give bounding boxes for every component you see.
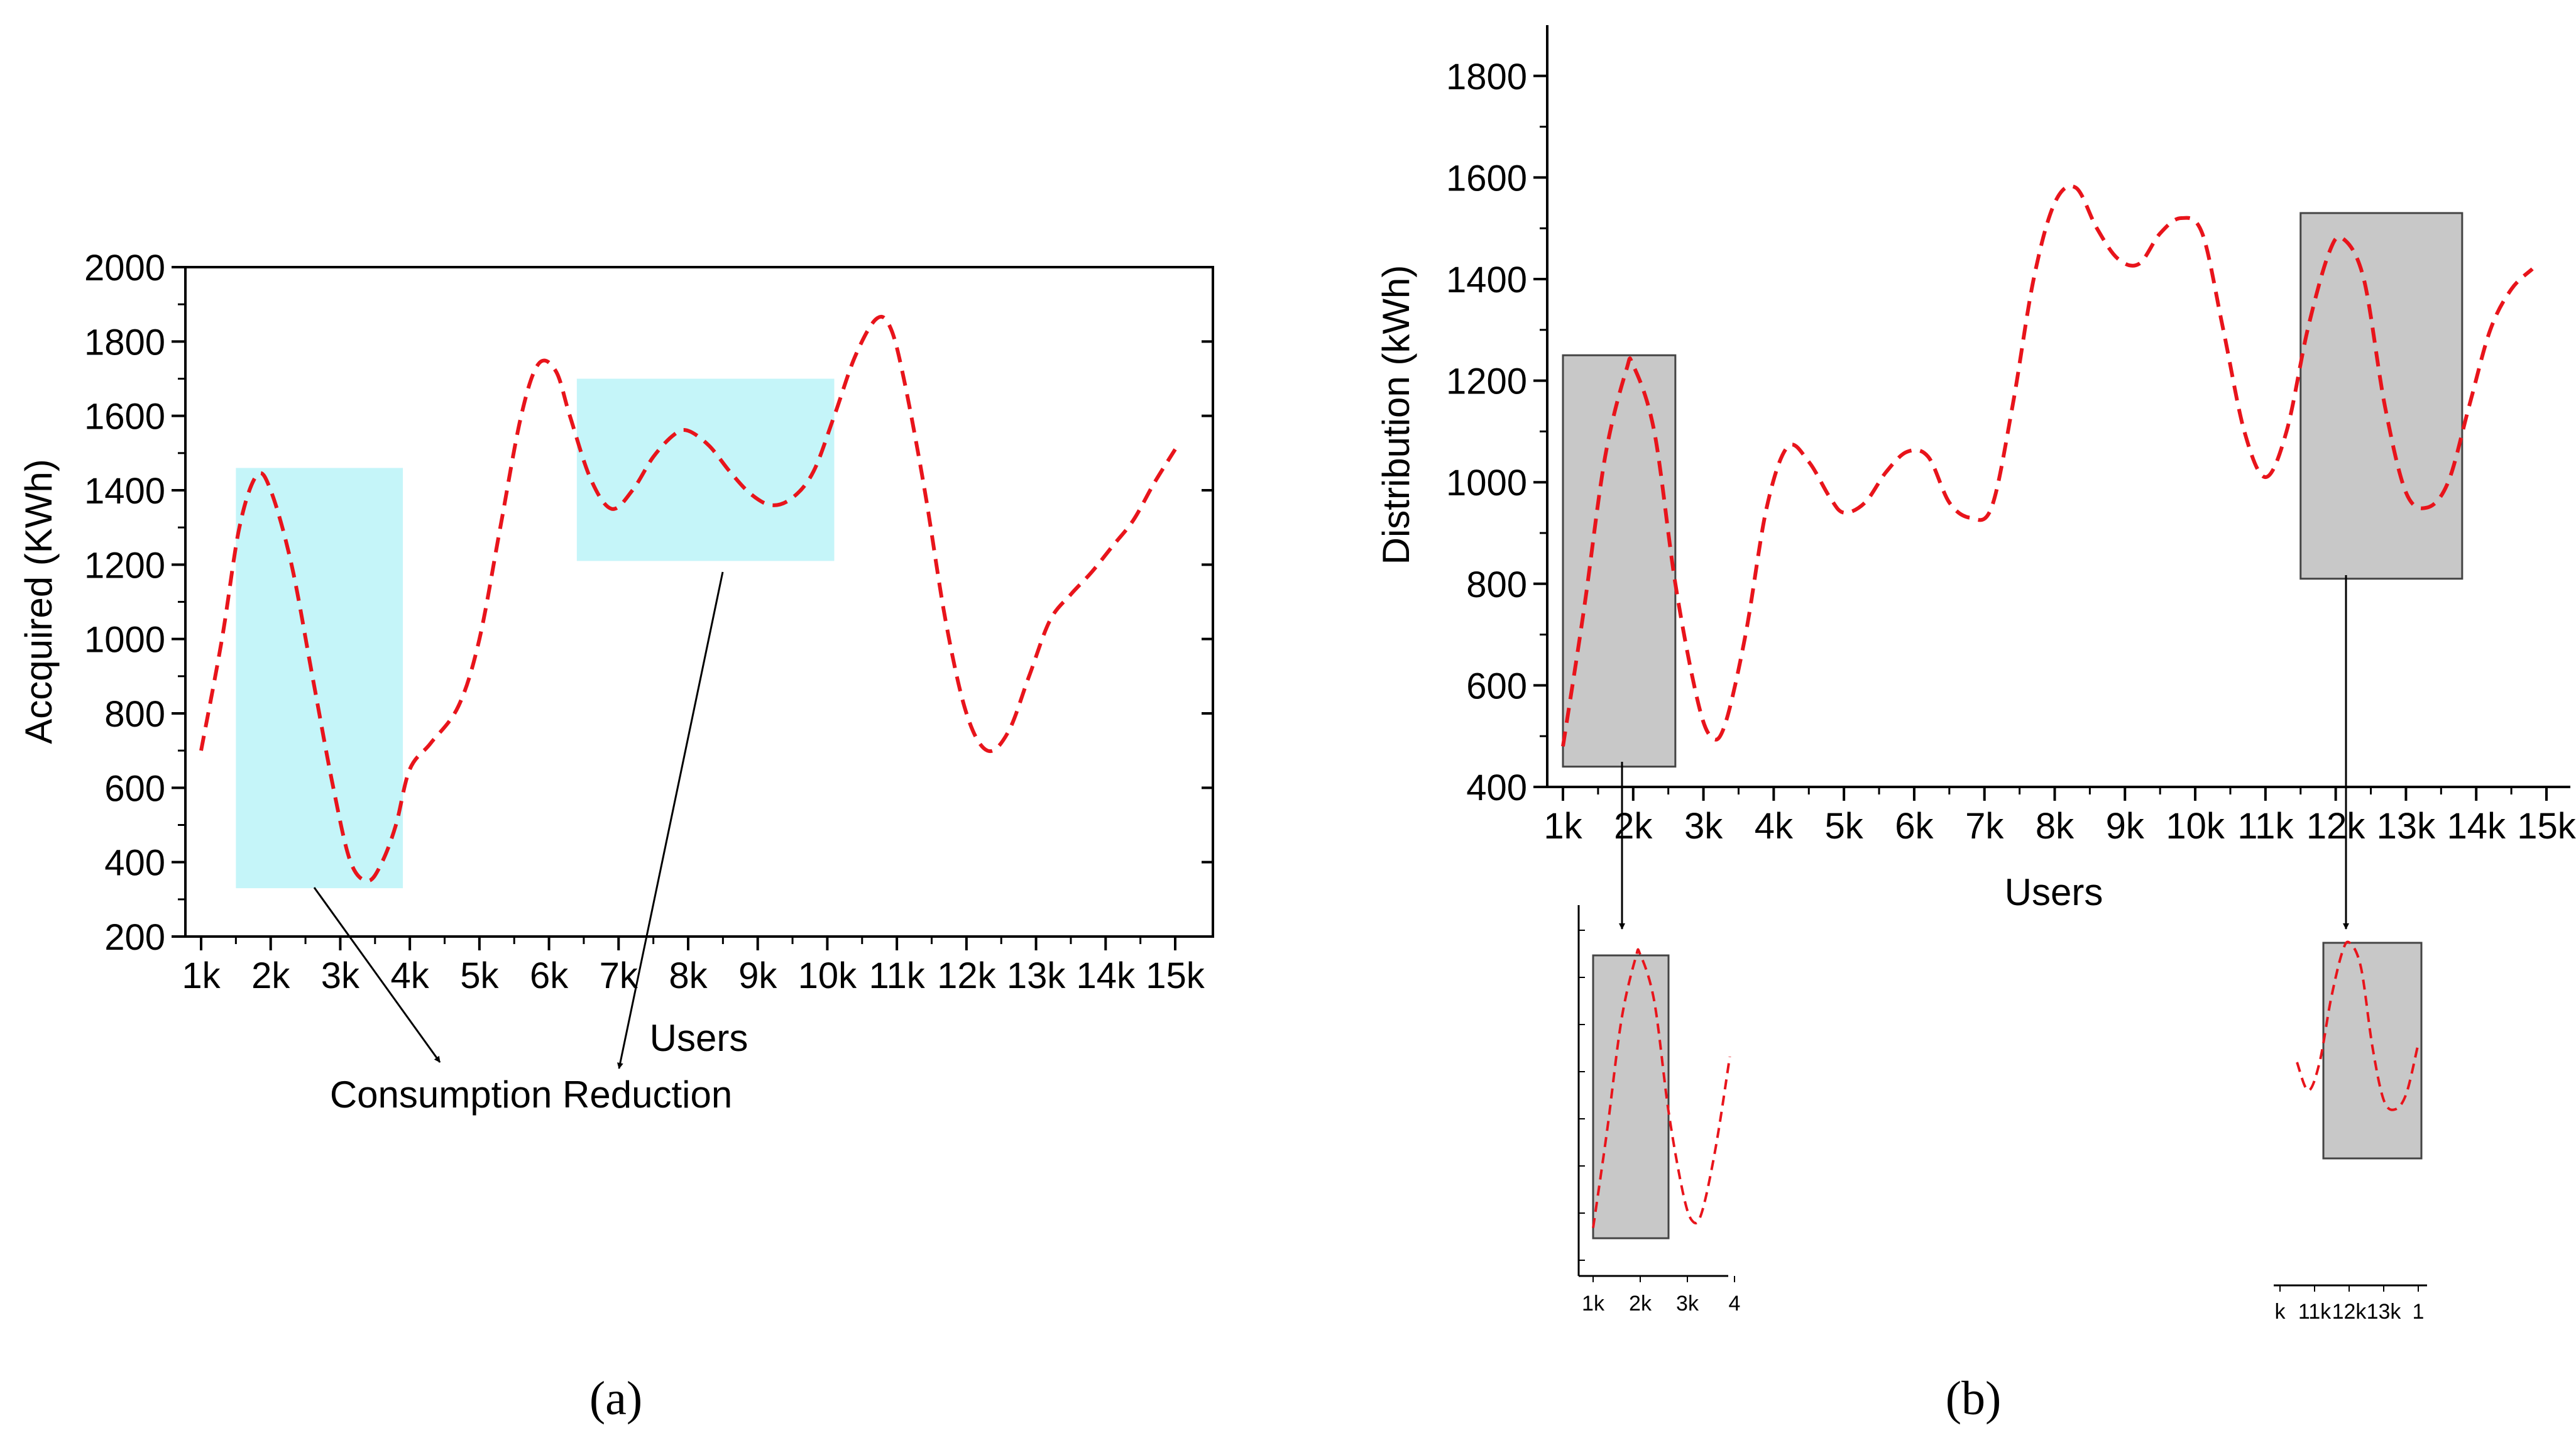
y-tick-label: 2000 xyxy=(84,248,165,289)
x-tick-label: 15k xyxy=(2517,806,2576,847)
highlight-box-1 xyxy=(1562,354,1677,768)
series-line xyxy=(199,314,1177,883)
y-tick-label: 1800 xyxy=(1446,57,1527,97)
x-tick-label: 1k xyxy=(1543,806,1582,847)
y-tick-label: 400 xyxy=(1466,767,1527,808)
inset-x-tick-label: 11k xyxy=(2298,1300,2332,1324)
x-tick-label: 12k xyxy=(937,955,997,996)
x-tick-label: 9k xyxy=(2106,806,2145,847)
inset-x-tick-label: 1k xyxy=(1582,1292,1605,1316)
x-axis-label: Users xyxy=(2005,871,2103,913)
x-tick-label: 7k xyxy=(1965,806,2004,847)
x-tick-label: 6k xyxy=(1895,806,1934,847)
arrow-left xyxy=(313,887,441,1063)
panel-label-a: (a) xyxy=(589,1372,642,1425)
x-tick-label: 4k xyxy=(391,955,430,996)
y-tick-label: 1000 xyxy=(1446,463,1527,503)
x-tick-label: 1k xyxy=(182,955,221,996)
y-tick-label: 1000 xyxy=(84,620,165,661)
y-tick-label: 1600 xyxy=(1446,158,1527,199)
x-tick-label: 3k xyxy=(1684,806,1723,847)
x-tick-label: 7k xyxy=(600,955,639,996)
highlight-box-1 xyxy=(236,468,403,889)
x-axis-label: Users xyxy=(650,1017,748,1059)
y-axis-label: Distribution (kWh) xyxy=(1375,265,1417,565)
y-tick-label: 600 xyxy=(1466,666,1527,706)
highlight-boxes xyxy=(1562,212,2464,768)
x-tick-label: 8k xyxy=(2036,806,2075,847)
y-axis-label: Accquired (KWh) xyxy=(18,459,60,744)
inset-box xyxy=(1592,954,1670,1239)
x-tick-label: 6k xyxy=(530,955,569,996)
y-tick-label: 400 xyxy=(104,843,165,884)
x-tick-label: 12k xyxy=(2306,806,2366,847)
inset-line xyxy=(2296,940,2419,1111)
x-tick-label: 8k xyxy=(669,955,708,996)
y-tick-label: 1200 xyxy=(1446,361,1527,402)
x-tick-label: 14k xyxy=(1077,955,1136,996)
highlight-boxes xyxy=(236,378,835,889)
y-tick-label: 1400 xyxy=(1446,260,1527,300)
y-axis-ticks: 400 600 800 1000 1200 1400 1600 1800 xyxy=(1446,57,1547,808)
panel-label-b: (b) xyxy=(1946,1372,2002,1425)
annotation-label: Consumption Reduction xyxy=(330,1074,732,1116)
zoom-inset-right: k 11k 12k 13k 1 xyxy=(2274,940,2427,1324)
inset-x-tick-label: 3k xyxy=(1676,1292,1699,1316)
inset-line xyxy=(1592,948,1731,1228)
x-tick-label: 14k xyxy=(2447,806,2506,847)
axis-lines xyxy=(1546,25,2570,788)
inset-x-tick-label: 12k xyxy=(2332,1300,2367,1324)
x-tick-label: 4k xyxy=(1755,806,1794,847)
highlight-box-2 xyxy=(2299,212,2464,580)
inset-x-tick-label: 4 xyxy=(1729,1292,1741,1316)
x-tick-label: 11k xyxy=(869,955,926,996)
inset-x-tick-label: 2k xyxy=(1629,1292,1652,1316)
arrow-right xyxy=(617,571,724,1069)
y-tick-label: 1800 xyxy=(84,322,165,363)
x-tick-label: 5k xyxy=(1825,806,1864,847)
x-tick-label: 9k xyxy=(738,955,777,996)
x-tick-label: 13k xyxy=(1007,955,1066,996)
y-tick-label: 1600 xyxy=(84,397,165,437)
annotation-arrows xyxy=(313,571,724,1069)
y-tick-label: 800 xyxy=(1466,564,1527,605)
x-axis-ticks: 1k 2k 3k 4k 5k 6k 7k 8k 9k 10k 11k 12k 13k 14k 15k xyxy=(1543,787,2576,847)
x-tick-label: 5k xyxy=(460,955,499,996)
data-line-series xyxy=(199,314,1177,883)
x-tick-label: 11k xyxy=(2237,806,2294,847)
series-line xyxy=(1561,184,2534,747)
y-tick-label: 1400 xyxy=(84,471,165,512)
zoom-arrows xyxy=(1619,575,2349,930)
y-axis-ticks: 200 400 600 800 1000 1200 1400 1600 1800 2000 xyxy=(84,248,1213,958)
highlight-box-2 xyxy=(576,378,835,561)
y-tick-label: 600 xyxy=(104,768,165,809)
x-tick-label: 10k xyxy=(2166,806,2225,847)
inset-x-tick-label: 1 xyxy=(2413,1300,2425,1324)
y-tick-label: 800 xyxy=(104,694,165,735)
x-tick-label: 15k xyxy=(1146,955,1205,996)
x-tick-label: 2k xyxy=(251,955,290,996)
x-tick-label: 13k xyxy=(2377,806,2436,847)
data-line-series xyxy=(1561,184,2534,747)
inset-box xyxy=(2322,942,2423,1160)
x-tick-label: 3k xyxy=(321,955,360,996)
x-axis-ticks: 1k 2k 3k 4k 5k 6k 7k 8k 9k 10k 11k 12k 13k 14k 15k xyxy=(182,937,1205,996)
zoom-inset-left: 1k 2k 3k 4 xyxy=(1577,905,1741,1316)
y-tick-label: 1200 xyxy=(84,545,165,586)
x-tick-label: 10k xyxy=(798,955,858,996)
inset-x-tick-label: k xyxy=(2275,1300,2286,1324)
y-tick-label: 200 xyxy=(104,917,165,958)
inset-x-tick-label: 13k xyxy=(2367,1300,2402,1324)
x-tick-label: 2k xyxy=(1614,806,1653,847)
